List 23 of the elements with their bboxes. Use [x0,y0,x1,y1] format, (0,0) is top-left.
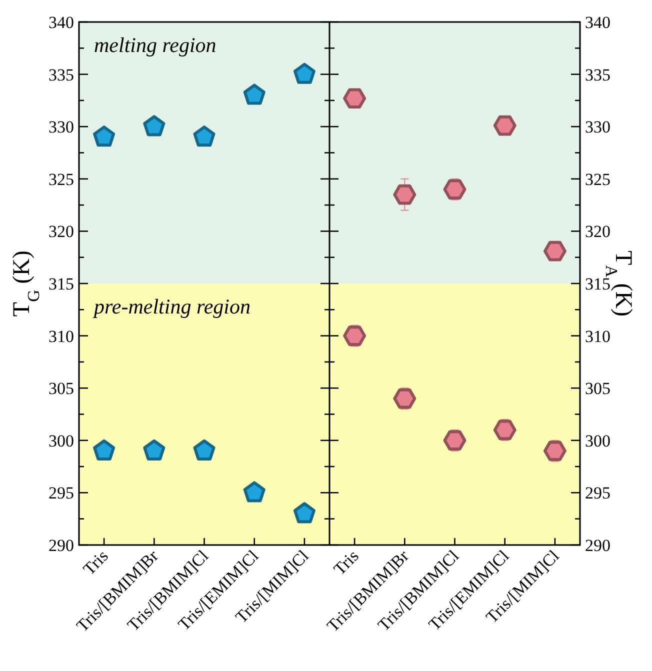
y-tick-label: 310 [48,326,74,346]
y-tick-label: 305 [48,379,74,398]
y-tick-label: 330 [585,118,610,137]
y-tick-label: 340 [48,12,74,32]
y-tick-label: 305 [585,379,610,398]
y-tick-label: 330 [48,118,74,137]
y-tick-label: 290 [585,536,610,555]
band-label: pre-melting region [92,294,250,318]
y-tick-label: 320 [585,222,610,242]
y-tick-label: 325 [48,170,74,189]
y-tick-label: 335 [48,65,74,84]
y-tick-label: 295 [585,484,610,503]
y-tick-label: 320 [48,222,74,242]
y-tick-label: 295 [48,484,74,503]
y-tick-label: 290 [48,536,74,555]
y-tick-label: 340 [585,12,610,32]
y-tick-label: 300 [585,431,610,450]
y-tick-label: 310 [585,326,610,346]
band-label: melting region [94,33,216,57]
y-tick-label: 335 [585,65,610,84]
y-tick-label: 300 [48,431,74,450]
y-tick-label: 315 [48,274,74,294]
y-tick-label: 325 [585,170,610,189]
